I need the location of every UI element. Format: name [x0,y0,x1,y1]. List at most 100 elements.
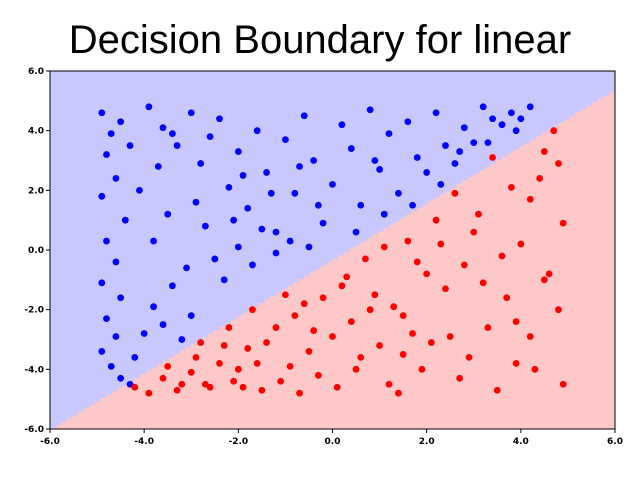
scatter-point [380,210,388,218]
scatter-point [267,189,275,197]
scatter-point [197,339,205,346]
scatter-point [559,219,567,227]
scatter-point [234,243,242,251]
scatter-point [310,327,318,334]
scatter-point [352,228,360,236]
data-points [98,103,567,397]
scatter-point [310,157,318,164]
scatter-point [442,142,449,149]
scatter-point [456,374,464,382]
scatter-point [347,145,355,152]
scatter-point [531,365,539,373]
x-tick-label: -6.0 [40,437,60,447]
scatter-point [413,154,421,161]
scatter-point [230,377,238,385]
scatter-point [465,354,473,361]
scatter-point [437,240,445,248]
scatter-point [107,130,115,138]
scatter-point [385,380,393,388]
scatter-point [380,243,388,251]
y-tick-label: 0.0 [28,246,44,256]
scatter-point [225,183,233,191]
scatter-point [475,210,482,218]
scatter-point [526,195,534,203]
scatter-point [169,282,176,290]
scatter-point [399,351,407,358]
scatter-point [282,136,289,144]
scatter-point [451,189,459,197]
scatter-point [253,359,261,367]
scatter-point [117,374,125,382]
scatter-point [376,166,383,173]
scatter-point [395,389,402,397]
scatter-point [164,362,172,370]
scatter-point [498,252,506,260]
scatter-point [404,237,412,245]
scatter-point [286,362,294,370]
scatter-point [173,386,181,394]
scatter-point [484,139,492,147]
scatter-point [211,255,219,263]
scatter-point [187,368,195,376]
scatter-point [291,189,299,197]
scatter-point [376,342,383,349]
scatter-point [112,175,120,182]
scatter-point [305,243,313,251]
scatter-point [550,127,558,135]
scatter-point [540,148,548,155]
scatter-point [112,333,120,340]
y-tick-label: -2.0 [24,306,44,316]
scatter-point [399,312,407,320]
scatter-point [230,216,238,224]
scatter-point [201,222,209,230]
scatter-point [216,115,223,123]
scatter-point [395,189,402,197]
scatter-point [131,383,139,391]
scatter-point [234,365,242,373]
scatter-point [103,237,110,245]
scatter-point [282,291,289,299]
scatter-point [98,348,106,355]
scatter-point [220,276,228,284]
scatter-point [413,258,421,266]
scatter-point [206,133,214,141]
scatter-point [117,118,125,126]
decision-regions [50,71,615,429]
scatter-point [131,354,139,361]
y-tick-label: 4.0 [28,127,44,137]
scatter-point [178,336,186,343]
scatter-point [329,333,336,340]
scatter-point [409,201,416,209]
scatter-point [121,216,129,224]
scatter-point [498,121,506,129]
scatter-point [126,142,134,149]
scatter-point [178,380,186,388]
scatter-point [216,359,223,367]
x-tick-label: -4.0 [134,437,154,447]
scatter-point [545,270,553,278]
scatter-point [517,115,525,123]
scatter-point [357,354,365,361]
scatter-point [484,324,492,331]
scatter-point [512,318,520,325]
scatter-point [296,163,303,170]
scatter-point [187,109,195,117]
scatter-point [263,169,270,176]
scatter-point [314,371,322,379]
y-tick-label: -4.0 [24,365,44,375]
scatter-point [187,312,195,320]
scatter-point [103,315,110,323]
scatter-point [244,204,252,212]
scatter-point [249,261,256,269]
scatter-point [366,306,374,314]
scatter-point [145,103,153,111]
x-tick-label: 4.0 [513,437,529,447]
scatter-point [319,294,327,302]
scatter-point [418,365,426,373]
scatter-point [442,285,449,293]
scatter-point [385,130,393,138]
x-axis: -6.0 -4.0 -2.0 0.0 2.0 4.0 6.0 [40,429,623,447]
scatter-point [352,365,360,373]
scatter-point [409,330,416,337]
scatter-point [173,142,181,149]
